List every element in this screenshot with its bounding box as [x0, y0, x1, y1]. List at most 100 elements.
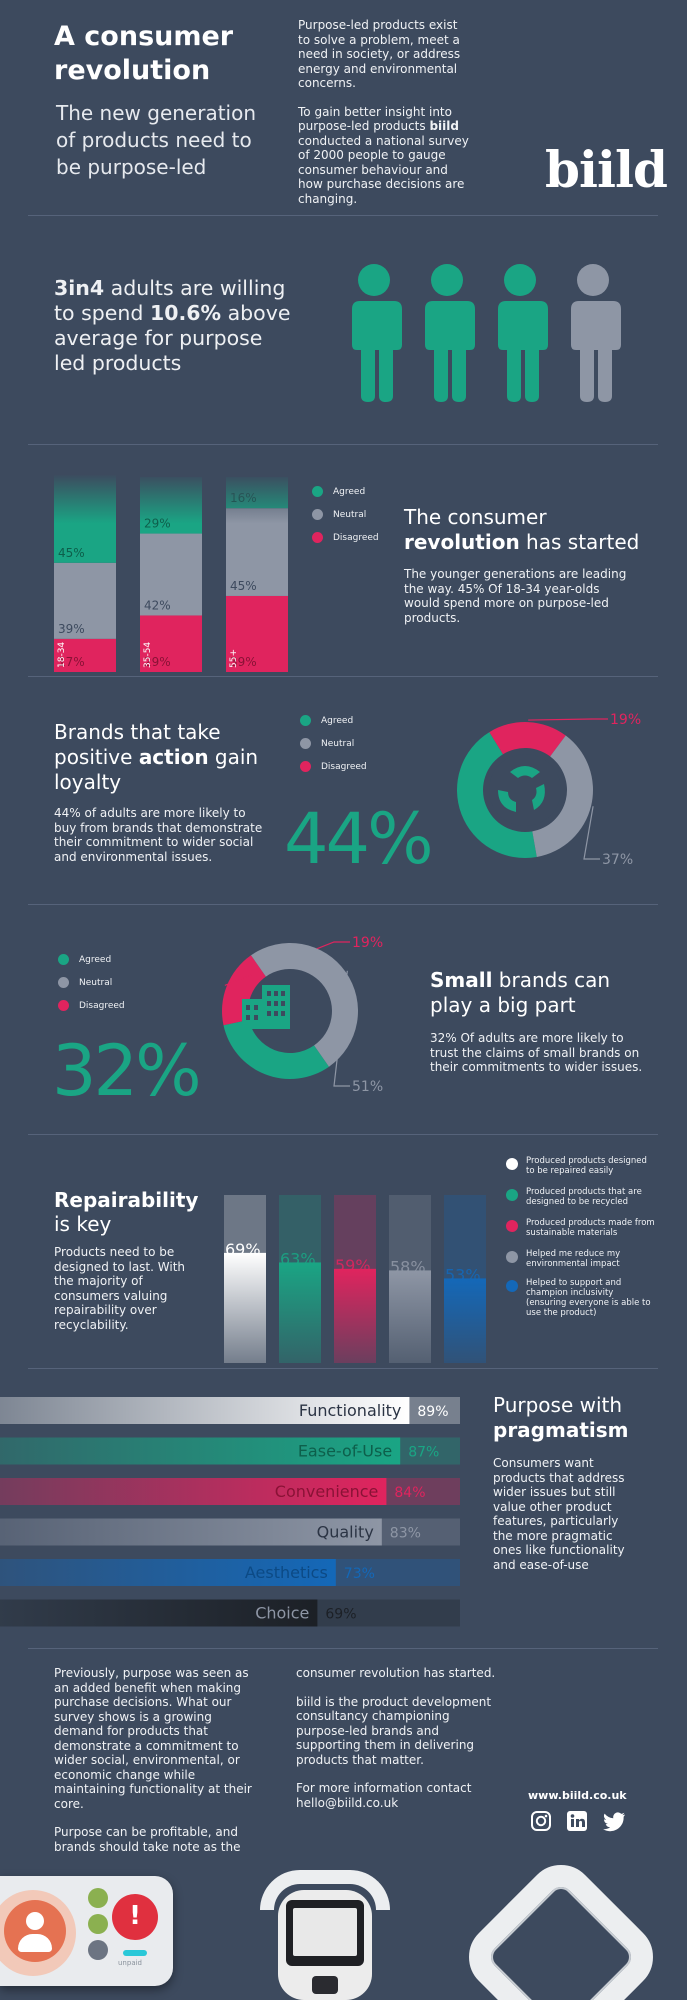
adults-stat: 3in4 [54, 276, 105, 300]
page-title: A consumer revolution [54, 20, 233, 88]
repair-heading-line2: is key [54, 1212, 112, 1236]
legend-dot [506, 1251, 518, 1263]
repair-legend: Produced products designed to be repaire… [506, 1156, 656, 1329]
repair-legend-item: Produced products made from sustainable … [506, 1218, 656, 1238]
person-icon-teal [498, 264, 548, 402]
neutral-dot [58, 977, 69, 988]
brand-logo[interactable]: biild [545, 140, 668, 199]
legend-label: Helped me reduce my environmental impact [526, 1249, 621, 1269]
neutral-dot [312, 509, 323, 520]
repair-heading: Repairability is key [54, 1188, 198, 1236]
footer-column-2: consumer revolution has started. biild i… [296, 1666, 501, 1810]
legend-agreed: Agreed [58, 948, 125, 971]
prag-value-label: 69% [325, 1607, 356, 1623]
slice-label-disagreed: 19% [352, 935, 383, 951]
person-icon-teal [352, 264, 402, 402]
section-divider [28, 1134, 658, 1135]
instagram-icon[interactable] [530, 1810, 552, 1832]
slice-label-neutral: 37% [602, 852, 633, 868]
legend-disagreed-label: Disagreed [321, 761, 367, 772]
repair-value-label: 63% [280, 1249, 316, 1268]
repair-bar-3 [389, 1270, 431, 1363]
section-divider [28, 215, 658, 216]
neutral-dot [300, 738, 311, 749]
linkedin-icon[interactable] [566, 1810, 588, 1832]
repair-value-label: 69% [225, 1240, 261, 1259]
subtitle-line3: be purpose-led [56, 155, 207, 179]
bar-fade [140, 474, 202, 672]
prag-bar-2 [0, 1478, 387, 1505]
footer-col1-p1: Previously, purpose was seen as an added… [54, 1666, 252, 1811]
adults-text-2: above average for purpose led products [54, 301, 291, 375]
status-light [123, 1950, 147, 1956]
alert-icon: ! [112, 1894, 158, 1940]
agreed-dot [58, 954, 69, 965]
repair-bar-4 [444, 1278, 486, 1363]
legend-neutral-label: Neutral [79, 977, 113, 988]
twitter-icon[interactable] [602, 1810, 626, 1832]
category-label: 18-34 [57, 642, 67, 668]
prag-category-label: Aesthetics [245, 1563, 328, 1582]
footer-col2-p2: biild is the product development consult… [296, 1694, 492, 1767]
legend-neutral-label: Neutral [333, 509, 367, 520]
section-divider [28, 1648, 658, 1649]
legend-dot [506, 1158, 518, 1170]
slice-disagreed [222, 955, 266, 1026]
people-group [352, 264, 621, 402]
legend-disagreed-label: Disagreed [79, 1000, 125, 1011]
age-heading: The consumer revolution has started [404, 505, 664, 555]
prag-bar-1 [0, 1437, 401, 1465]
disagreed-dot [58, 1000, 69, 1011]
legend-agreed-label: Agreed [333, 486, 366, 497]
prag-bar-3 [0, 1518, 382, 1546]
pragmatism-heading-bold: pragmatism [493, 1418, 629, 1442]
legend-disagreed: Disagreed [58, 994, 125, 1017]
legend-neutral: Neutral [300, 732, 367, 755]
person-icon-teal [425, 264, 475, 402]
footer-column-1: Previously, purpose was seen as an added… [54, 1666, 259, 1854]
slice-disagreed [489, 722, 566, 757]
home-icon [88, 1914, 108, 1934]
social-icons [530, 1810, 626, 1832]
subtitle-line1: The new generation [56, 101, 257, 125]
pragmatism-heading-line1: Purpose with [493, 1393, 623, 1417]
pragmatism-heading: Purpose with pragmatism [493, 1393, 629, 1443]
repair-legend-item: Produced products that are designed to b… [506, 1187, 656, 1207]
legend-dot [506, 1280, 518, 1292]
repair-bar-chart: 69% 63% 59% 58% 53% [224, 1195, 486, 1363]
age-section-text: The consumer revolution has started The … [404, 505, 664, 625]
legend-agreed: Agreed [312, 480, 379, 503]
section-divider [28, 1368, 658, 1369]
legend-label: Produced products that are designed to b… [526, 1187, 642, 1207]
slice-label-neutral: 51% [352, 1079, 383, 1095]
product-device-center [260, 1870, 390, 2000]
legend-agreed: Agreed [300, 709, 367, 732]
prag-category-label: Quality [317, 1523, 374, 1542]
age-stacked-bar-chart: 17%39%45%18-3429%42%29%35-5439%45%16%55+ [54, 474, 288, 672]
website-link[interactable]: www.biild.co.uk [528, 1789, 627, 1802]
recycle-icon [489, 754, 561, 826]
category-label: 55+ [229, 649, 239, 668]
leader-line [528, 718, 608, 721]
loyalty-heading-pre: Brands that take positive [54, 720, 221, 769]
legend-agreed-label: Agreed [79, 954, 112, 965]
leader-line [583, 806, 600, 860]
legend-disagreed: Disagreed [300, 755, 367, 778]
page-title-line1: A consumer [54, 21, 234, 52]
small-body: 32% Of adults are more likely to trust t… [430, 1031, 643, 1074]
bar-fade [226, 474, 288, 672]
device-screen [293, 1908, 357, 1956]
repair-bar-2 [334, 1268, 376, 1363]
legend-disagreed-label: Disagreed [333, 532, 379, 543]
slice-agreed [223, 1019, 330, 1079]
section-divider [28, 444, 658, 445]
prag-value-label: 73% [344, 1566, 375, 1582]
footer-col2-p3[interactable]: For more information contact hello@biild… [296, 1781, 472, 1810]
adults-pct: 10.6% [149, 301, 222, 325]
prag-bar-0 [0, 1397, 410, 1424]
age-body: The younger generations are leading the … [404, 567, 627, 625]
intro-text: Purpose-led products exist to solve a pr… [298, 18, 473, 206]
prag-category-label: Functionality [299, 1401, 402, 1420]
age-heading-rest: has started [519, 530, 640, 554]
slice-label-disagreed: 19% [610, 712, 641, 728]
